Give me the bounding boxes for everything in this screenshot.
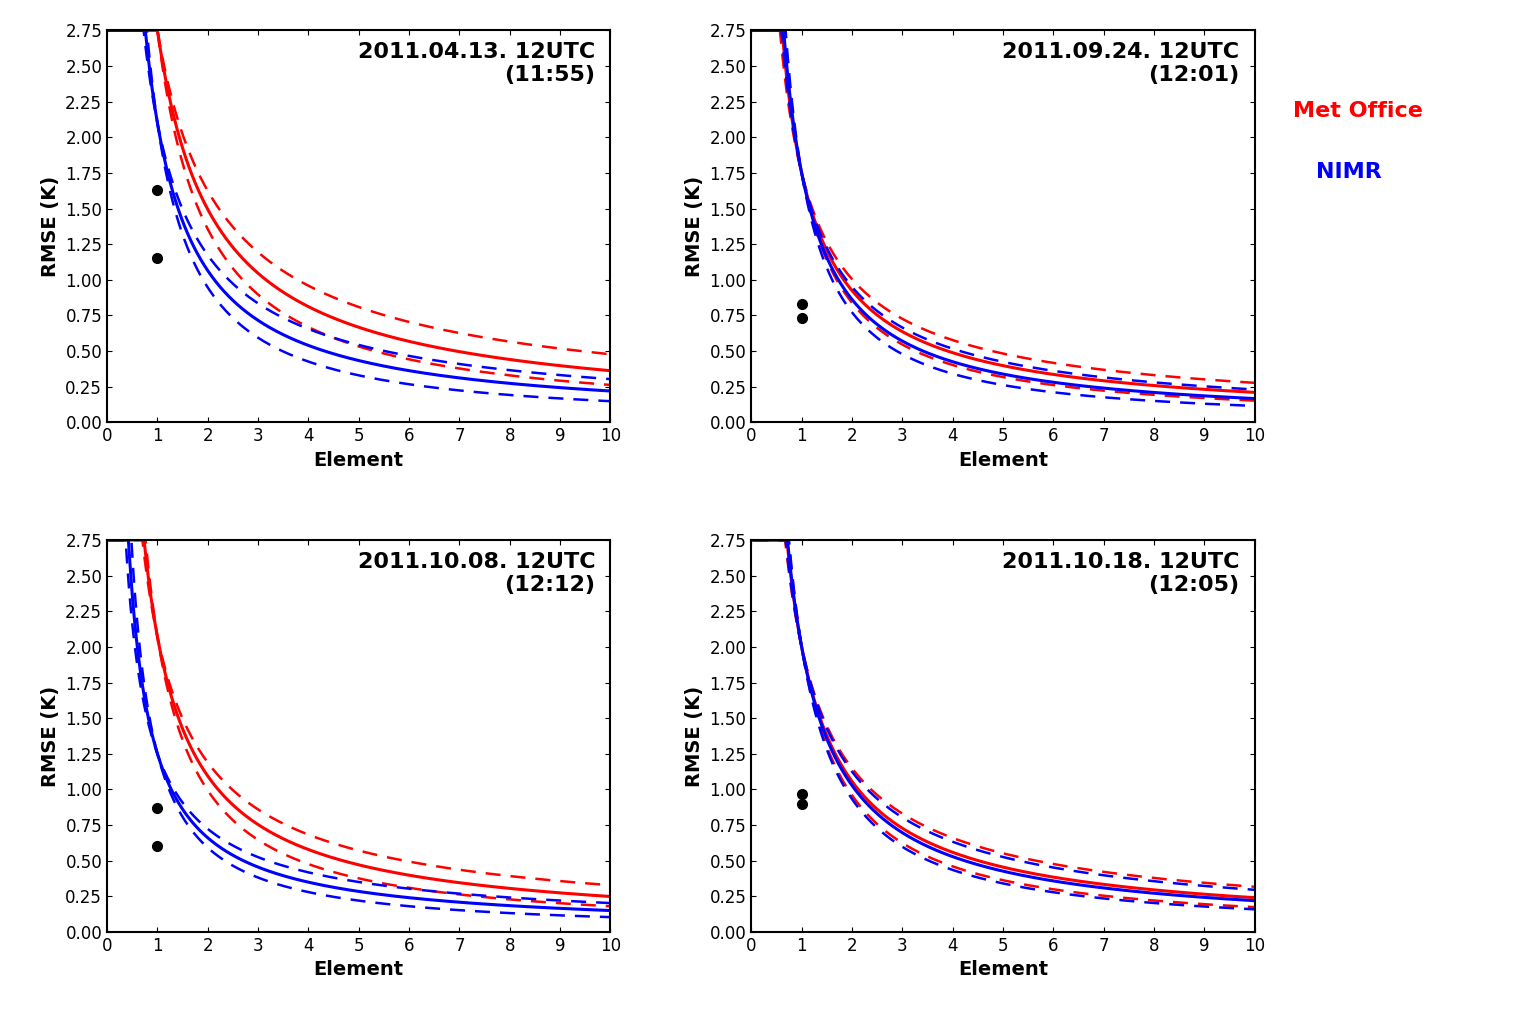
X-axis label: Element: Element [314, 451, 404, 470]
Y-axis label: RMSE (K): RMSE (K) [685, 176, 704, 277]
Y-axis label: RMSE (K): RMSE (K) [41, 176, 60, 277]
Y-axis label: RMSE (K): RMSE (K) [41, 686, 60, 786]
Text: 2011.10.18. 12UTC
(12:05): 2011.10.18. 12UTC (12:05) [1002, 552, 1239, 595]
Text: NIMR: NIMR [1316, 162, 1382, 182]
Text: 2011.04.13. 12UTC
(11:55): 2011.04.13. 12UTC (11:55) [358, 43, 595, 85]
X-axis label: Element: Element [314, 960, 404, 980]
Text: 2011.10.08. 12UTC
(12:12): 2011.10.08. 12UTC (12:12) [358, 552, 595, 595]
Text: 2011.09.24. 12UTC
(12:01): 2011.09.24. 12UTC (12:01) [1002, 43, 1239, 85]
X-axis label: Element: Element [958, 451, 1048, 470]
Text: Met Office: Met Office [1293, 101, 1423, 122]
Y-axis label: RMSE (K): RMSE (K) [685, 686, 704, 786]
X-axis label: Element: Element [958, 960, 1048, 980]
